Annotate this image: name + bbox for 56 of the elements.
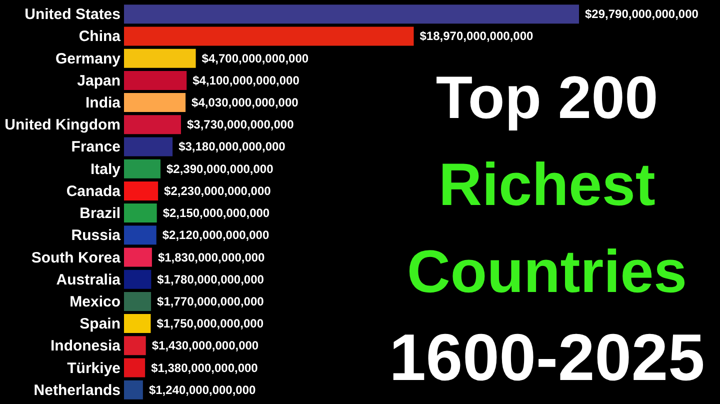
y-tick-label: Spain — [80, 316, 120, 333]
data-label: $29,790,000,000,000 — [585, 7, 699, 22]
y-tick-label: Germany — [55, 50, 122, 68]
bar — [124, 270, 152, 289]
y-tick-label: South Korea — [31, 249, 122, 266]
y-tick-label: Brazil — [80, 205, 120, 222]
data-label: $1,780,000,000,000 — [157, 272, 264, 286]
data-label: $1,380,000,000,000 — [151, 360, 258, 375]
data-label: $2,390,000,000,000 — [166, 162, 274, 176]
bar — [124, 93, 186, 112]
data-label: $1,770,000,000,000 — [157, 294, 264, 308]
data-label: $4,030,000,000,000 — [192, 96, 299, 110]
data-label: $1,240,000,000,000 — [148, 382, 256, 397]
y-tick-label: Mexico — [70, 293, 120, 310]
y-tick-label: Türkiye — [67, 360, 120, 377]
data-label: $3,180,000,000,000 — [178, 140, 286, 154]
y-tick-label: Australia — [56, 271, 122, 288]
bar — [124, 115, 181, 134]
bar — [124, 159, 161, 178]
data-label: $18,970,000,000,000 — [420, 29, 534, 44]
text: 1600-2025 — [389, 320, 705, 394]
bar — [124, 314, 151, 334]
bar — [124, 26, 414, 46]
y-tick-label: Canada — [66, 182, 122, 200]
y-tick-label: Italy — [90, 160, 122, 178]
text: Top 200 Richest Countries — [406, 64, 688, 305]
bar — [124, 181, 158, 200]
y-tick-label: United States — [24, 6, 120, 24]
data-label: $4,700,000,000,000 — [202, 51, 309, 66]
data-label: $2,230,000,000,000 — [164, 184, 272, 198]
bar — [124, 380, 143, 400]
y-tick-label: China — [78, 28, 122, 46]
data-label: $1,830,000,000,000 — [158, 250, 266, 264]
bar — [124, 292, 152, 311]
bar — [124, 204, 157, 223]
y-tick-label: India — [85, 94, 122, 112]
bar — [124, 248, 152, 267]
data-label: $1,430,000,000,000 — [152, 338, 259, 353]
y-tick-label: Indonesia — [50, 338, 122, 355]
y-tick-label: United Kingdom — [4, 116, 120, 134]
data-label: $3,730,000,000,000 — [186, 118, 294, 132]
data-label: $2,120,000,000,000 — [162, 228, 270, 242]
bar — [124, 48, 196, 68]
y-tick-label: Japan — [77, 72, 120, 90]
y-tick-label: Netherlands — [34, 382, 120, 399]
data-label: $4,100,000,000,000 — [192, 73, 300, 88]
bar — [124, 336, 146, 356]
bar — [124, 70, 187, 90]
data-label: $1,750,000,000,000 — [156, 316, 264, 331]
bar — [124, 137, 173, 156]
data-label: $2,150,000,000,000 — [162, 206, 270, 220]
y-tick-label: Russia — [71, 227, 122, 244]
bar — [124, 226, 156, 245]
bar — [124, 358, 146, 378]
y-tick-label: France — [71, 138, 120, 156]
bar — [124, 4, 579, 24]
